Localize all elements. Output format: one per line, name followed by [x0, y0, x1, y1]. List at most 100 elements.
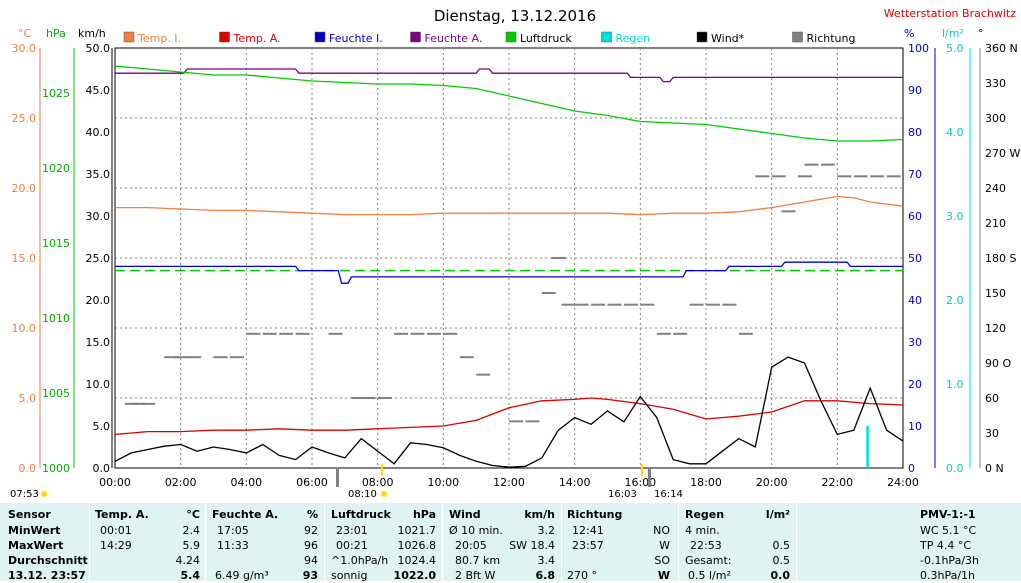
legend-label: Feuchte A.	[425, 32, 483, 45]
hum-a-min: 92	[304, 524, 318, 537]
direction-max: W	[659, 539, 670, 552]
legend-swatch	[410, 31, 421, 43]
pressure-min-time: 23:01	[336, 524, 368, 537]
wind-tick-label: 40.0	[86, 126, 111, 139]
humidity-tick-label: 80	[908, 126, 922, 139]
pressure-min: 1021.7	[397, 524, 437, 537]
temp-a-min-time: 00:01	[100, 524, 132, 537]
axes	[39, 48, 981, 468]
temp-a-header: Temp. A.	[95, 508, 149, 521]
direction-point	[722, 303, 737, 306]
direction-point	[174, 356, 189, 359]
hum-a-abs: 6.49 g/m³	[215, 569, 269, 582]
pmv-windchill: WC 5.1 °C	[920, 524, 977, 537]
hum-a-avg: 94	[304, 554, 318, 567]
direction-point	[689, 303, 704, 306]
row-label-current: 13.12. 23:57	[8, 569, 86, 582]
direction-tick-label: 210	[985, 217, 1006, 230]
wind-current: 6.8	[535, 569, 556, 582]
temp-unit-label: °C	[18, 27, 32, 40]
direction-point	[640, 303, 655, 306]
direction-point	[561, 303, 576, 306]
direction-min: NO	[653, 524, 670, 537]
time-tick-label: 18:00	[690, 476, 722, 489]
time-tick-label: 22:00	[821, 476, 853, 489]
direction-point	[295, 332, 310, 335]
direction-point	[607, 303, 622, 306]
legend-swatch	[792, 31, 803, 43]
wind-tick-label: 0.0	[93, 462, 111, 475]
series-layer	[114, 65, 904, 468]
noon-a-sun-icon	[381, 491, 387, 497]
rain-interval: 4 min.	[685, 524, 720, 537]
row-label-avg: Durchschnitt	[8, 554, 88, 567]
direction-point	[229, 356, 244, 359]
direction-point	[551, 257, 566, 259]
direction-max-time: 23:57	[572, 539, 604, 552]
direction-point	[394, 332, 409, 335]
legend-swatch	[601, 31, 612, 43]
humidity-unit-label: %	[904, 27, 914, 40]
direction-point	[509, 420, 523, 423]
hum-a-min-time: 17:05	[217, 524, 249, 537]
time-tick-label: 10:00	[427, 476, 459, 489]
direction-tick-label: 270 W	[985, 147, 1020, 160]
pressure-forecast: sonnig	[331, 569, 368, 582]
direction-tick-label: 240	[985, 182, 1006, 195]
legend-label: Temp. A.	[233, 32, 281, 45]
rain-max: 0.5	[772, 539, 791, 552]
wind-tick-label: 25.0	[86, 252, 111, 265]
sensor-header: Sensor	[8, 508, 51, 521]
direction-header: Richtung	[567, 508, 623, 521]
direction-point	[377, 397, 392, 399]
temp-a-current: 5.4	[180, 569, 201, 582]
direction-point	[820, 163, 835, 166]
legend: Temp. I. Temp. A. Feuchte I. Feuchte A. Luft…	[123, 31, 856, 45]
direction-point	[164, 356, 179, 359]
wind-max: SW 18.4	[509, 539, 555, 552]
legend-swatch	[123, 31, 135, 43]
wind-tick-label: 30.0	[86, 210, 111, 223]
legend-label: Richtung	[807, 32, 856, 45]
direction-unit-label: °	[978, 27, 984, 40]
temp-tick-label: 15.0	[12, 252, 37, 265]
direction-tick-label: 120	[985, 322, 1006, 335]
rain-unit-label: l/m²	[942, 27, 964, 40]
direction-point	[187, 356, 202, 359]
pmv-trend3h: -0.1hPa/3h	[920, 554, 979, 567]
temp-a-max-time: 14:29	[100, 539, 132, 552]
wind-avg10: 3.2	[537, 524, 556, 537]
pressure-max-time: 00:21	[336, 539, 368, 552]
wind-header: Wind	[449, 508, 481, 521]
temp-a-avg: 4.24	[175, 554, 201, 567]
rain-tick-label: 1.0	[946, 378, 964, 391]
wind-tick-label: 20.0	[86, 294, 111, 307]
legend-label: Feuchte I.	[329, 32, 383, 45]
direction-point	[213, 356, 228, 359]
pmv-trend1h: 0.3hPa/1h	[920, 569, 976, 582]
direction-point	[771, 175, 786, 178]
rain-unit: l/m²	[765, 508, 790, 521]
grid	[114, 47, 904, 469]
tick-labels: 30.0 25.0 20.0 15.0 10.0 5.0 0.0 50.0 45.0 40.0 35…	[12, 42, 1021, 489]
humidity-tick-label: 60	[908, 210, 922, 223]
time-tick-label: 12:00	[493, 476, 525, 489]
direction-point	[781, 210, 796, 213]
station-name: Wetterstation Brachwitz	[884, 7, 1016, 20]
wind-avg: 3.4	[537, 554, 556, 567]
direction-point	[246, 332, 261, 335]
rain-total: 0.5	[772, 554, 791, 567]
rain-tick-label: 0.0	[946, 462, 964, 475]
direction-point	[837, 175, 852, 178]
sunrise-sun-marker	[381, 464, 383, 476]
sunset-marker	[648, 469, 651, 487]
feuchte-i-line	[115, 261, 903, 284]
direction-point	[797, 175, 812, 178]
legend-label: Wind*	[711, 32, 745, 45]
rain-tick-label: 4.0	[946, 126, 964, 139]
temp-tick-label: 10.0	[12, 322, 37, 335]
direction-point	[755, 175, 770, 178]
direction-degrees: 270 °	[567, 569, 597, 582]
direction-point	[476, 373, 491, 376]
humidity-tick-label: 0	[908, 462, 915, 475]
